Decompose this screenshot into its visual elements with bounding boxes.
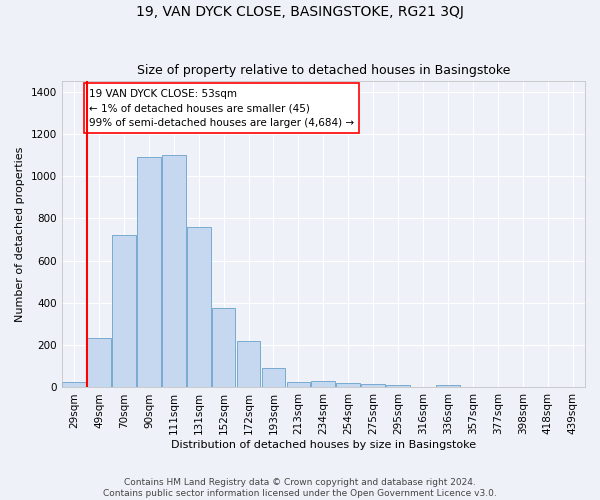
Bar: [87, 338, 111, 388]
Bar: [337, 383, 360, 388]
Bar: [361, 384, 385, 388]
Y-axis label: Number of detached properties: Number of detached properties: [15, 146, 25, 322]
Bar: [386, 386, 410, 388]
Bar: [237, 341, 260, 388]
X-axis label: Distribution of detached houses by size in Basingstoke: Distribution of detached houses by size …: [171, 440, 476, 450]
Bar: [62, 382, 86, 388]
Bar: [112, 236, 136, 388]
Bar: [137, 157, 161, 388]
Text: 19, VAN DYCK CLOSE, BASINGSTOKE, RG21 3QJ: 19, VAN DYCK CLOSE, BASINGSTOKE, RG21 3Q…: [136, 5, 464, 19]
Bar: [287, 382, 310, 388]
Bar: [262, 368, 286, 388]
Text: 19 VAN DYCK CLOSE: 53sqm
← 1% of detached houses are smaller (45)
99% of semi-de: 19 VAN DYCK CLOSE: 53sqm ← 1% of detache…: [89, 88, 354, 128]
Title: Size of property relative to detached houses in Basingstoke: Size of property relative to detached ho…: [137, 64, 510, 77]
Text: Contains HM Land Registry data © Crown copyright and database right 2024.
Contai: Contains HM Land Registry data © Crown c…: [103, 478, 497, 498]
Bar: [212, 308, 235, 388]
Bar: [187, 227, 211, 388]
Bar: [311, 381, 335, 388]
Bar: [162, 155, 185, 388]
Bar: [436, 386, 460, 388]
